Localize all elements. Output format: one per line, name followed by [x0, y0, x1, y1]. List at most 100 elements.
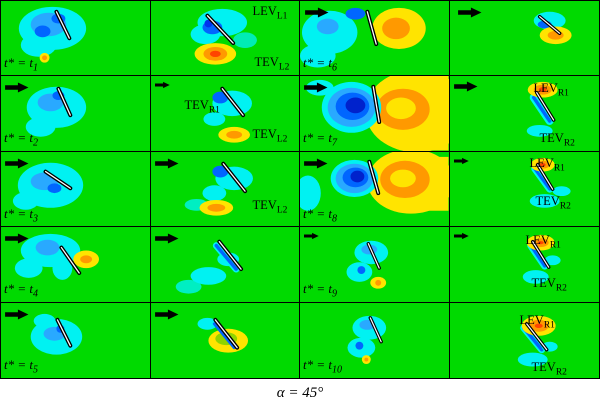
freestream-arrow-icon [5, 309, 29, 320]
negative-vortex-contours [197, 317, 236, 349]
freestream-arrow-icon [5, 82, 29, 93]
vortex-label-lev-r1: LEVR1 [529, 155, 565, 174]
freestream-arrow-icon [154, 309, 179, 320]
vorticity-contour-plot [175, 239, 243, 294]
panel-r4c2 [150, 227, 300, 303]
flat-plate-airfoil [219, 87, 245, 118]
vorticity-contour-plot [517, 315, 558, 367]
vorticity-contour-plot [300, 7, 426, 68]
time-label: t* = t4 [4, 281, 38, 300]
panel-r2c2: TEVR1 TEVL2 [150, 76, 300, 152]
freestream-arrow-icon [457, 7, 482, 18]
vorticity-contour-plot [300, 151, 449, 214]
vortex-label-lev-r1: LEVR1 [525, 233, 561, 251]
negative-vortex-contours [190, 8, 257, 48]
panel-r1c2: LEVL1 TEVL2 [150, 1, 300, 77]
contour-panel-grid: t* = t1 LEVL1 TEVL2 [0, 0, 600, 379]
negative-vortex-contours [529, 165, 571, 208]
panel-t1: t* = t1 [1, 1, 151, 77]
panel-r3c2: TEVL2 [150, 151, 300, 228]
vorticity-contour-plot [347, 315, 387, 364]
freestream-arrow-icon [304, 82, 328, 93]
vortex-label-tev-r2: TEVR2 [531, 276, 567, 294]
freestream-arrow-icon [154, 233, 179, 244]
flat-plate-airfoil [371, 85, 382, 125]
panel-t7: t* = t7 [300, 76, 450, 152]
flat-plate-airfoil [220, 161, 247, 193]
freestream-arrow-icon [453, 157, 469, 165]
time-label: t* = t9 [303, 281, 337, 300]
positive-vortex-contours [367, 151, 449, 214]
vorticity-contour-plot [12, 162, 84, 210]
negative-vortex-contours [526, 94, 554, 138]
freestream-arrow-icon [305, 7, 329, 18]
freestream-arrow-icon [5, 158, 29, 169]
vortex-label-tev-r2: TEVR2 [531, 359, 567, 378]
panel-t8: t* = t8 [300, 151, 450, 228]
positive-vortex-contours [361, 354, 371, 364]
positive-vortex-contours [199, 199, 233, 216]
panel-t2: t* = t2 [1, 76, 151, 152]
time-label: t* = t10 [303, 357, 342, 376]
negative-vortex-contours [12, 162, 84, 210]
time-label: t* = t1 [4, 54, 38, 74]
panel-r5c4: LEVR1 TEVR2 [449, 302, 599, 378]
panel-r5c2 [150, 302, 300, 378]
freestream-arrow-icon [304, 232, 319, 240]
negative-vortex-contours [300, 7, 366, 68]
positive-vortex-contours [73, 250, 100, 269]
time-label: t* = t7 [303, 130, 337, 149]
panel-r4c4: LEVR1 TEVR2 [449, 227, 599, 303]
vorticity-contour-plot [533, 11, 572, 45]
freestream-arrow-icon [453, 81, 478, 92]
panel-r1c4 [449, 1, 599, 77]
vortex-label-tev-l2: TEVL2 [252, 197, 288, 216]
time-label: t* = t8 [303, 205, 337, 225]
vorticity-contour-plot [305, 76, 449, 151]
vortex-label-tev-r2: TEVR2 [539, 131, 575, 149]
flat-plate-airfoil [212, 317, 239, 350]
vortex-label-tev-r1: TEVR1 [184, 98, 220, 116]
positive-vortex-contours [365, 76, 449, 151]
positive-vortex-contours [194, 43, 236, 65]
time-label: t* = t3 [4, 205, 38, 225]
freestream-arrow-icon [5, 233, 29, 244]
flat-plate-airfoil [367, 159, 381, 195]
flat-plate-airfoil [537, 14, 561, 36]
panel-t4: t* = t4 [1, 227, 151, 303]
vorticity-contour-plot [25, 87, 87, 138]
flat-plate-airfoil [365, 9, 379, 47]
vorticity-contour-plot [184, 161, 253, 216]
figure-caption: α = 45° [276, 384, 324, 401]
vortex-label-lev-r1: LEVR1 [519, 312, 555, 331]
flat-plate-airfoil [366, 242, 381, 271]
positive-vortex-contours [372, 7, 426, 49]
flat-plate-airfoil [368, 315, 383, 344]
time-label: t* = t6 [303, 54, 337, 74]
flat-plate-airfoil [59, 245, 82, 276]
vorticity-contour-plot [529, 157, 571, 208]
vorticity-contour-plot [522, 235, 561, 284]
vorticity-contour-plot [346, 240, 389, 289]
freestream-arrow-icon [304, 158, 328, 169]
flat-plate-airfoil [204, 13, 235, 46]
negative-vortex-contours [305, 80, 382, 134]
flat-plate-airfoil [55, 317, 73, 348]
negative-vortex-contours [14, 234, 81, 281]
panel-r3c4: LEVR1 TEVR2 [449, 151, 599, 228]
flat-plate-airfoil [56, 87, 73, 118]
flat-plate-airfoil [43, 169, 73, 190]
vorticity-contour-plot [197, 317, 248, 353]
vortex-label-tev-l2: TEVL2 [252, 127, 288, 145]
freestream-arrow-icon [154, 158, 179, 169]
flat-plate-airfoil [530, 240, 550, 270]
negative-vortex-contours [346, 240, 389, 283]
panel-t5: t* = t5 [1, 302, 151, 378]
flat-plate-airfoil [216, 239, 243, 272]
vortex-label-lev-l1: LEVL1 [252, 4, 288, 22]
negative-vortex-contours [175, 242, 240, 294]
vorticity-contour-plot [202, 87, 252, 143]
time-label: t* = t2 [4, 130, 38, 149]
flat-plate-airfoil [535, 162, 554, 191]
